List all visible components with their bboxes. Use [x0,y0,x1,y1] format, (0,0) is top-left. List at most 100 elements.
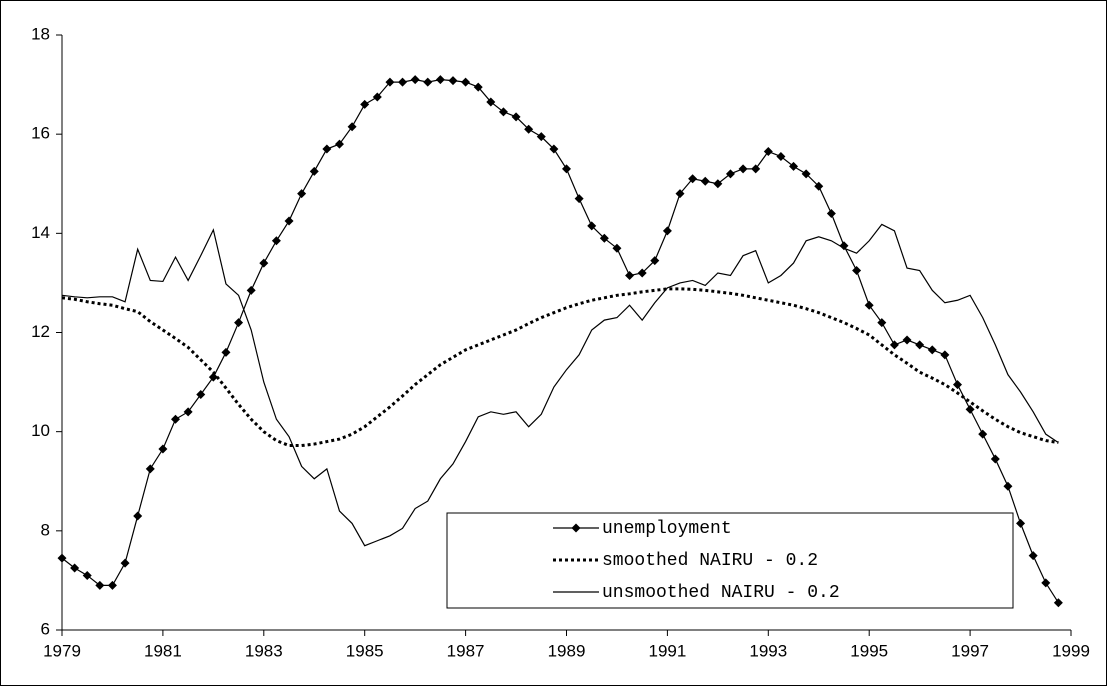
data-point [826,209,836,218]
data-point [234,318,244,328]
series-line [61,223,1059,547]
x-tick-label: 1985 [346,641,384,660]
data-point [776,151,786,161]
x-tick-label: 1995 [850,641,888,660]
data-point [196,389,206,399]
x-tick-label: 1983 [245,641,283,660]
data-point [208,372,218,382]
legend-text: unemployment [602,519,732,539]
data-point [284,216,294,226]
data-point [562,164,571,174]
data-point [70,563,80,573]
y-tick-label: 18 [31,24,50,43]
x-tick-label: 1991 [648,641,686,660]
data-point [486,97,496,107]
x-tick-label: 1979 [43,641,81,660]
data-point [864,300,874,310]
legend-marker [571,523,581,533]
data-point [978,429,988,439]
data-point [1016,518,1026,528]
data-point [309,166,319,176]
y-tick-label: 12 [31,322,50,341]
data-point [612,243,622,253]
data-point [57,553,67,563]
x-tick-label: 1999 [1052,641,1090,660]
data-point [801,169,811,179]
x-tick-label: 1981 [144,641,182,660]
y-tick-label: 10 [31,421,50,440]
data-point [158,444,168,454]
data-point [107,580,117,590]
data-point [524,124,534,134]
data-point [650,256,660,266]
x-tick-label: 1993 [749,641,787,660]
data-point [549,144,559,154]
data-point [133,511,143,521]
data-point [751,164,761,174]
data-point [902,335,912,345]
x-tick-label: 1997 [951,641,989,660]
data-point [990,454,1000,464]
data-point [688,174,698,184]
data-point [246,285,256,295]
data-point [889,340,899,350]
data-point [498,107,508,117]
data-point [940,350,950,360]
data-point [814,181,824,191]
data-point [915,340,925,350]
legend-text: smoothed NAIRU - 0.2 [602,551,818,571]
data-point [448,76,458,86]
data-point [1028,551,1038,561]
x-tick-label: 1989 [548,641,586,660]
data-point [789,161,799,171]
data-point [662,226,672,236]
y-tick-label: 6 [41,619,50,638]
data-point [334,139,344,149]
data-point [398,77,408,87]
data-point [423,77,433,87]
data-point [82,570,92,580]
y-tick-label: 8 [41,520,50,539]
data-point [145,464,155,474]
data-point [839,241,849,251]
data-point [738,164,748,174]
data-point [259,258,269,268]
data-point [183,407,193,417]
data-point [700,176,710,186]
data-point [965,404,975,414]
data-point [625,270,635,280]
data-point [675,189,685,199]
data-point [95,580,105,590]
data-point [385,77,395,87]
data-point [410,75,420,85]
data-point [637,268,647,278]
x-tick-label: 1987 [447,641,485,660]
data-point [120,558,130,568]
data-point [1041,578,1051,588]
data-point [725,169,735,179]
data-point [536,132,546,142]
data-point [1053,598,1063,608]
data-point [372,92,382,102]
data-point [574,194,584,204]
data-point [952,380,962,390]
data-point [473,82,483,92]
data-point [322,144,332,154]
data-point [461,77,471,87]
series-line [61,287,1059,448]
data-point [347,122,357,132]
data-point [852,266,862,276]
data-point [297,189,307,199]
y-tick-label: 16 [31,124,50,143]
data-point [877,318,887,328]
data-point [435,75,445,85]
data-point [587,221,597,231]
data-point [927,345,937,355]
y-tick-label: 14 [31,223,50,242]
data-point [511,112,521,122]
data-point [360,99,370,109]
data-point [713,179,723,189]
data-point [599,233,609,243]
data-point [1003,481,1013,491]
